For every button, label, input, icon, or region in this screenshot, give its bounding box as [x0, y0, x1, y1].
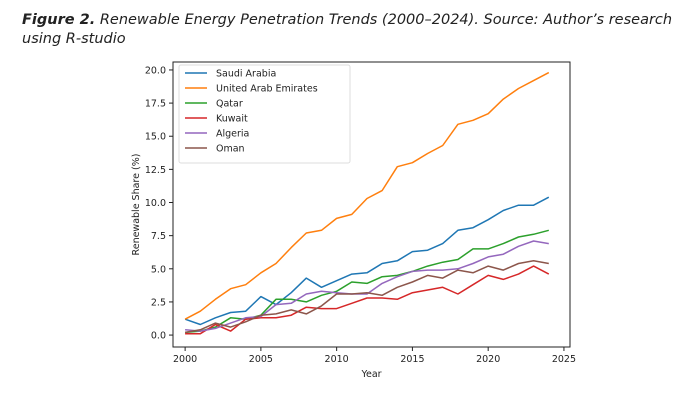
- legend-label: Algeria: [216, 129, 249, 140]
- figure-caption: Figure 2. Renewable Energy Penetration T…: [22, 11, 682, 49]
- legend-label: Oman: [216, 144, 245, 155]
- x-tick-label: 2015: [400, 354, 424, 365]
- legend-label: Kuwait: [216, 114, 248, 125]
- legend-item: Saudi Arabia: [185, 69, 276, 80]
- y-tick-label: 20.0: [145, 65, 166, 76]
- series-line-oman: [184, 260, 549, 334]
- legend: Saudi Arabia United Arab Emirates Qatar Kuw…: [178, 64, 351, 164]
- plot-lines: [184, 71, 550, 335]
- legend-label: Qatar: [216, 99, 243, 110]
- figure-label: Figure 2.: [22, 12, 96, 28]
- y-axis: 0.0 2.5 5.0 7.5 10.0 12.5 15.0 17.5 20.0: [145, 65, 173, 342]
- y-tick-label: 7.5: [151, 231, 166, 242]
- y-tick-label: 12.5: [145, 165, 166, 176]
- x-tick-label: 2010: [325, 354, 349, 365]
- y-tick-label: 10.0: [145, 198, 166, 209]
- legend-item: Algeria: [185, 129, 249, 140]
- legend-label: Saudi Arabia: [216, 69, 276, 80]
- figure-caption-text: Renewable Energy Penetration Trends (200…: [22, 12, 673, 47]
- y-tick-label: 2.5: [151, 297, 166, 308]
- x-tick-label: 2005: [249, 354, 273, 365]
- legend-item: Qatar: [185, 99, 243, 110]
- series-line-united-arab-emirates: [184, 71, 550, 320]
- x-tick-label: 2020: [476, 354, 500, 365]
- axes-frame: [172, 61, 571, 348]
- series-line-algeria: [185, 240, 549, 332]
- legend-item: Oman: [185, 144, 245, 155]
- x-axis: 2000 2005 2010 2015 2020 2025: [173, 347, 576, 365]
- y-tick-label: 0.0: [151, 331, 166, 342]
- legend-label: United Arab Emirates: [216, 84, 318, 95]
- y-tick-label: 5.0: [151, 264, 166, 275]
- legend-item: United Arab Emirates: [185, 84, 318, 95]
- y-tick-label: 17.5: [145, 99, 166, 110]
- y-axis-label: Renewable Share (%): [131, 154, 142, 256]
- x-axis-label: Year: [360, 369, 381, 380]
- y-tick-label: 15.0: [145, 132, 166, 143]
- legend-item: Kuwait: [185, 114, 248, 125]
- series-line-kuwait: [185, 265, 550, 335]
- x-tick-label: 2000: [173, 354, 197, 365]
- legend-box: [178, 64, 351, 164]
- series-line-qatar: [185, 229, 549, 334]
- series-line-saudi-arabia: [184, 196, 550, 326]
- x-tick-label: 2025: [552, 354, 576, 365]
